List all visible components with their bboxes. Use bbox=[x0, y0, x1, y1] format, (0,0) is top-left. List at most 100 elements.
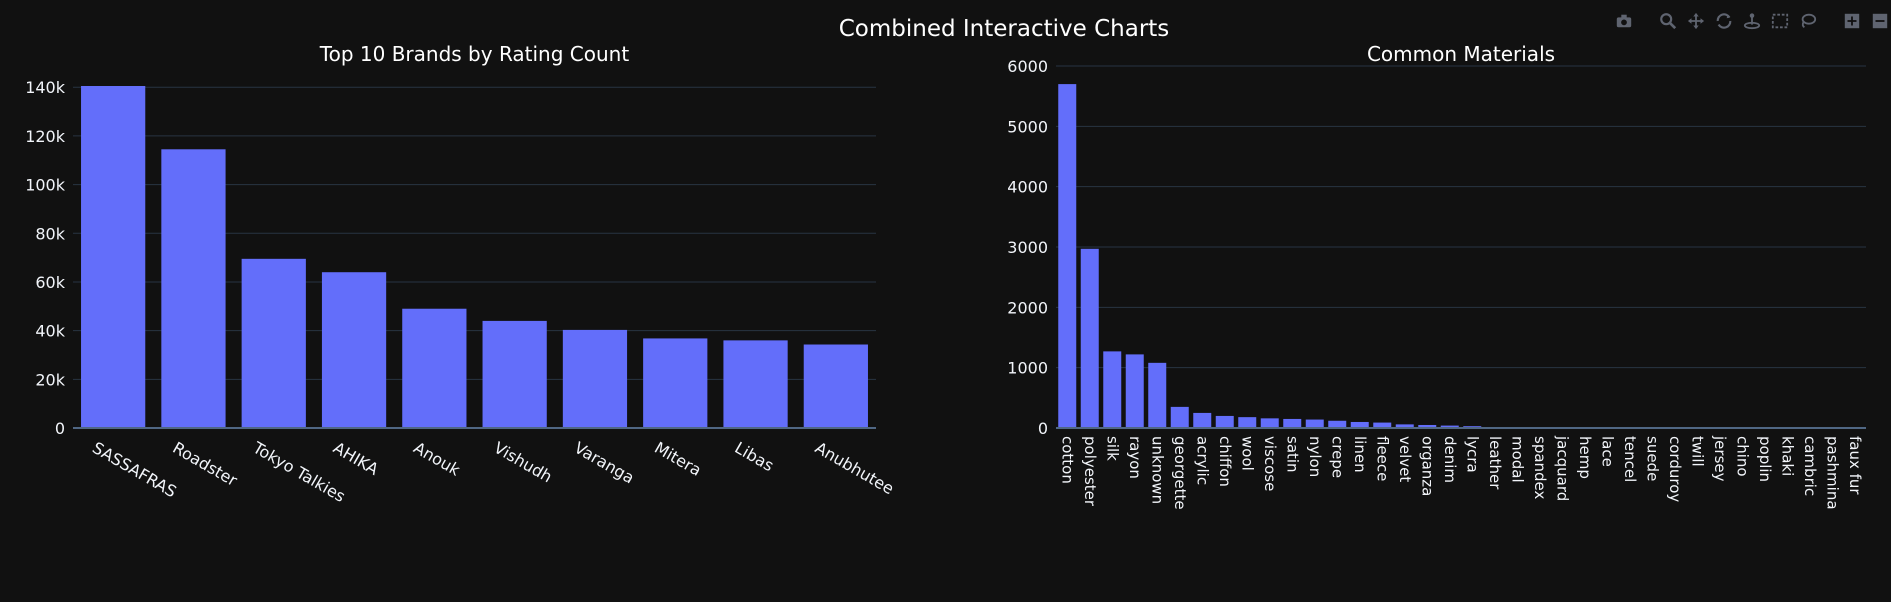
turntable-icon[interactable] bbox=[1741, 10, 1763, 32]
y-tick-label: 80k bbox=[35, 224, 65, 243]
figure-title: Combined Interactive Charts bbox=[839, 16, 1170, 42]
x-tick-label: faux fur bbox=[1846, 436, 1864, 495]
materials-chart: Common Materials 0 1000 2000 3000 4000 5000 600… bbox=[1007, 42, 1866, 510]
y-tick-label: 20k bbox=[35, 370, 65, 389]
x-tick-label: acrylic bbox=[1193, 436, 1211, 485]
bar-vishudh[interactable] bbox=[482, 320, 547, 428]
bar-sassafras[interactable] bbox=[81, 86, 146, 428]
bar-velvet[interactable] bbox=[1395, 424, 1414, 428]
bar-anubhutee[interactable] bbox=[803, 344, 868, 428]
zoom-icon[interactable] bbox=[1657, 10, 1679, 32]
y-tick-label: 3000 bbox=[1007, 238, 1048, 257]
bar-chiffon[interactable] bbox=[1215, 415, 1234, 428]
x-tick-label: Anouk bbox=[410, 438, 464, 480]
x-tick-label: hemp bbox=[1576, 436, 1594, 479]
modebar bbox=[1613, 10, 1891, 32]
brands-chart: Top 10 Brands by Rating Count 0 20k 40k 60k 8… bbox=[25, 42, 897, 506]
x-tick-label: cambric bbox=[1801, 436, 1819, 496]
bar-denim[interactable] bbox=[1440, 425, 1459, 428]
x-tick-label: lycra bbox=[1463, 436, 1481, 473]
x-tick-label: khaki bbox=[1778, 436, 1796, 476]
x-tick-label: corduroy bbox=[1666, 436, 1684, 502]
x-tick-label: Vishudh bbox=[491, 438, 556, 486]
pan-icon[interactable] bbox=[1685, 10, 1707, 32]
lasso-select-icon[interactable] bbox=[1797, 10, 1819, 32]
y-tick-label: 60k bbox=[35, 273, 65, 292]
x-tick-label: chiffon bbox=[1216, 436, 1234, 487]
y-tick-label: 6000 bbox=[1007, 57, 1048, 76]
chart-title: Top 10 Brands by Rating Count bbox=[319, 42, 630, 66]
x-tick-label: Varanga bbox=[571, 438, 638, 487]
x-tick-label: suede bbox=[1643, 436, 1661, 481]
bar-anouk[interactable] bbox=[402, 308, 467, 428]
bar-libas[interactable] bbox=[723, 340, 788, 428]
bar-linen[interactable] bbox=[1350, 421, 1369, 428]
bar-viscose[interactable] bbox=[1260, 418, 1279, 428]
bar-wool[interactable] bbox=[1238, 417, 1257, 428]
x-tick-label: leather bbox=[1486, 436, 1504, 490]
bar-acrylic[interactable] bbox=[1193, 412, 1212, 428]
x-tick-label: rayon bbox=[1126, 436, 1144, 479]
x-tick-label: nylon bbox=[1306, 436, 1324, 477]
x-tick-label: viscose bbox=[1261, 436, 1279, 491]
x-tick-label: silk bbox=[1103, 436, 1121, 461]
bar-ahika[interactable] bbox=[321, 272, 387, 428]
x-tick-label: jersey bbox=[1711, 435, 1729, 482]
bar-rayon[interactable] bbox=[1125, 354, 1144, 428]
x-tick-label: cotton bbox=[1058, 436, 1076, 484]
x-tick-label: pashmina bbox=[1823, 436, 1841, 510]
y-tick-label: 140k bbox=[25, 78, 66, 97]
x-tick-label: crepe bbox=[1328, 436, 1346, 478]
x-tick-label: twill bbox=[1688, 436, 1706, 467]
x-tick-label: georgette bbox=[1171, 436, 1189, 510]
x-tick-label: jacquard bbox=[1553, 435, 1571, 501]
x-tick-label: poplin bbox=[1756, 436, 1774, 482]
bar-crepe[interactable] bbox=[1328, 420, 1347, 428]
bar-fleece[interactable] bbox=[1373, 422, 1392, 428]
bar-polyester[interactable] bbox=[1080, 248, 1099, 428]
bar-unknown[interactable] bbox=[1148, 362, 1167, 428]
x-tick-label: Anubhutee bbox=[812, 438, 897, 498]
y-tick-label: 0 bbox=[1038, 419, 1048, 438]
x-tick-label: organza bbox=[1418, 436, 1436, 496]
bar-varanga[interactable] bbox=[562, 329, 628, 428]
orbit-icon[interactable] bbox=[1713, 10, 1735, 32]
chart-title: Common Materials bbox=[1367, 42, 1555, 66]
zoom-out-icon[interactable] bbox=[1869, 10, 1891, 32]
x-tick-label: denim bbox=[1441, 436, 1459, 483]
x-tick-label: wool bbox=[1238, 436, 1256, 471]
bar-organza[interactable] bbox=[1418, 424, 1437, 428]
x-tick-label: lace bbox=[1598, 436, 1616, 467]
x-tick-label: polyester bbox=[1081, 436, 1099, 507]
zoom-in-icon[interactable] bbox=[1841, 10, 1863, 32]
bar-roadster[interactable] bbox=[161, 149, 226, 428]
x-tick-label: satin bbox=[1283, 436, 1301, 473]
y-tick-label: 100k bbox=[25, 176, 66, 195]
x-tick-label: velvet bbox=[1396, 436, 1414, 482]
bar-satin[interactable] bbox=[1283, 418, 1302, 428]
camera-icon[interactable] bbox=[1613, 10, 1635, 32]
y-tick-label: 120k bbox=[25, 127, 66, 146]
x-tick-label: spandex bbox=[1531, 436, 1549, 500]
y-tick-label: 40k bbox=[35, 322, 65, 341]
y-tick-label: 1000 bbox=[1007, 359, 1048, 378]
x-tick-label: linen bbox=[1351, 436, 1369, 473]
box-select-icon[interactable] bbox=[1769, 10, 1791, 32]
x-tick-label: tencel bbox=[1621, 436, 1639, 482]
bar-nylon[interactable] bbox=[1305, 419, 1324, 428]
bar-cotton[interactable] bbox=[1058, 84, 1077, 428]
bar-silk[interactable] bbox=[1103, 351, 1122, 428]
bar-mitera[interactable] bbox=[643, 338, 708, 428]
x-tick-label: AHIKA bbox=[330, 438, 382, 479]
bar-tokyo-talkies[interactable] bbox=[241, 258, 306, 428]
x-tick-label: Libas bbox=[732, 438, 778, 475]
bar-georgette[interactable] bbox=[1170, 406, 1189, 428]
x-tick-label: Roadster bbox=[169, 438, 241, 490]
x-tick-label: Mitera bbox=[651, 438, 704, 480]
x-tick-label: chino bbox=[1733, 436, 1751, 477]
x-tick-label: SASSAFRAS bbox=[89, 438, 180, 501]
y-tick-label: 2000 bbox=[1007, 298, 1048, 317]
x-tick-label: unknown bbox=[1148, 436, 1166, 504]
y-tick-label: 5000 bbox=[1007, 117, 1048, 136]
